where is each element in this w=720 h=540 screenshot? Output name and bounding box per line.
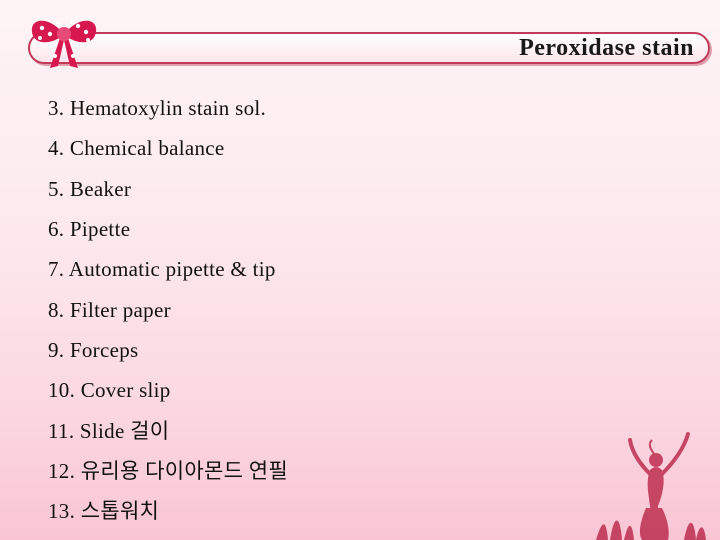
list-item: 4. Chemical balance xyxy=(48,128,672,168)
list-item: 3. Hematoxylin stain sol. xyxy=(48,88,672,128)
list-item: 6. Pipette xyxy=(48,209,672,249)
materials-list: 3. Hematoxylin stain sol.4. Chemical bal… xyxy=(48,88,672,531)
list-item: 12. 유리용 다이아몬드 연필 xyxy=(48,451,672,491)
list-item: 11. Slide 걸이 xyxy=(48,411,672,451)
list-item: 8. Filter paper xyxy=(48,290,672,330)
bow-decoration xyxy=(28,10,100,72)
list-item: 5. Beaker xyxy=(48,169,672,209)
list-item: 9. Forceps xyxy=(48,330,672,370)
list-item: 13. 스톱워치 xyxy=(48,491,672,531)
list-item: 7. Automatic pipette & tip xyxy=(48,249,672,289)
header-bar: Peroxidase stain xyxy=(28,32,710,64)
list-item: 10. Cover slip xyxy=(48,370,672,410)
silhouette-decoration xyxy=(596,410,706,540)
page-title: Peroxidase stain xyxy=(519,35,694,62)
